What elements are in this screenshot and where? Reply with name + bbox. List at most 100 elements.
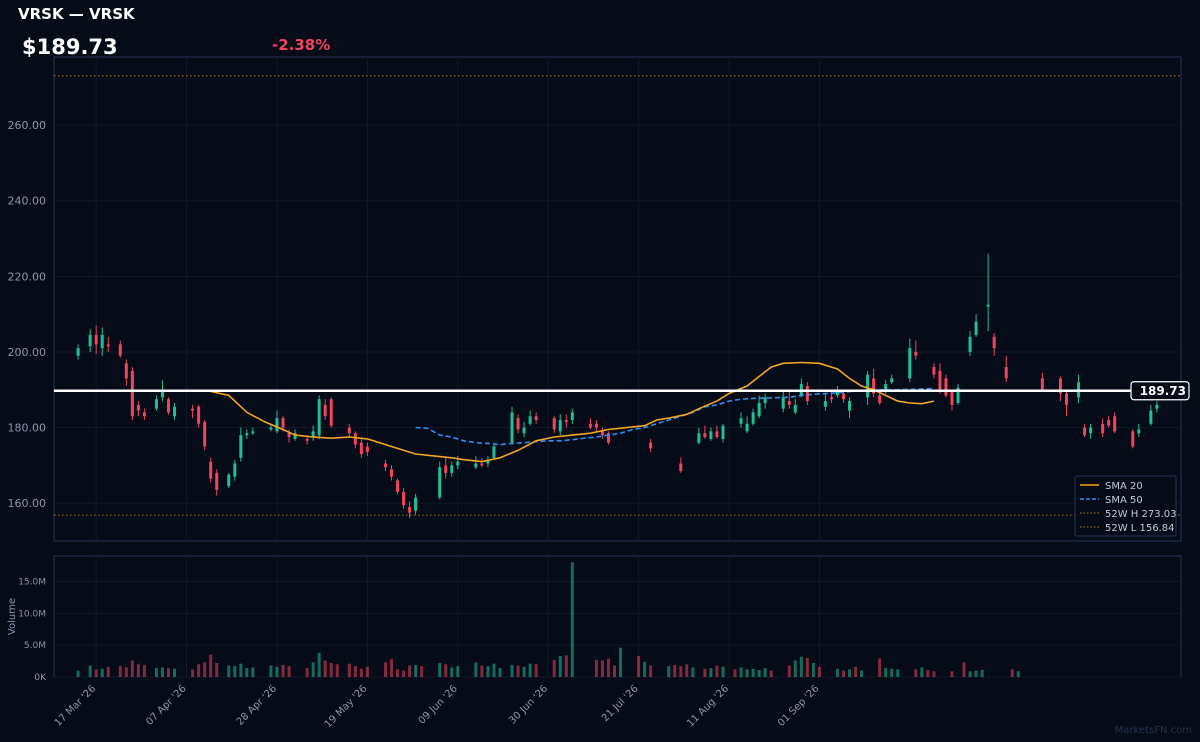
watermark: MarketsFN.com — [1114, 725, 1192, 736]
candle-body — [890, 378, 894, 383]
candle — [474, 455, 478, 470]
candle — [197, 404, 201, 428]
candle — [510, 406, 514, 445]
volume-bar — [606, 658, 610, 677]
volume-y-tick-label: 5.0M — [24, 641, 46, 651]
candle-body — [1155, 404, 1159, 409]
candle — [956, 384, 960, 405]
candle — [444, 457, 448, 479]
candle-body — [227, 474, 231, 487]
candle-body — [154, 399, 158, 409]
volume-bar — [76, 670, 80, 677]
candle — [600, 427, 604, 439]
candle-body — [197, 406, 201, 424]
candle — [1004, 355, 1008, 383]
candle — [1155, 401, 1159, 413]
volume-bar — [739, 667, 743, 677]
candle — [709, 427, 713, 441]
candle — [570, 408, 574, 424]
volume-bar — [890, 668, 894, 677]
candle-body — [450, 465, 454, 473]
candle-body — [938, 370, 942, 390]
volume-bar — [769, 670, 773, 677]
volume-bar — [817, 666, 821, 677]
candle — [492, 442, 496, 460]
volume-bar — [1010, 669, 1014, 677]
candle-body — [552, 418, 556, 430]
volume-bar — [968, 671, 972, 677]
candle — [154, 395, 158, 411]
candle-body — [191, 408, 195, 411]
candle — [396, 478, 400, 494]
candle-body — [805, 385, 809, 402]
volume-bar — [516, 665, 520, 677]
volume-bar — [721, 666, 725, 677]
volume-bar — [329, 662, 333, 677]
volume-y-tick-label: 0K — [34, 673, 47, 683]
candle — [890, 374, 894, 385]
volume-bar — [383, 662, 387, 677]
candle-body — [558, 420, 562, 432]
candle — [311, 425, 315, 441]
volume-bar — [854, 666, 858, 677]
candle — [944, 374, 948, 398]
volume-bar — [974, 670, 978, 677]
candle-body — [781, 397, 785, 409]
candle-body — [944, 378, 948, 396]
volume-bar — [130, 660, 134, 677]
candle — [516, 414, 520, 434]
volume-bar — [269, 665, 273, 677]
candle-body — [329, 399, 333, 426]
volume-bar — [884, 668, 888, 677]
volume-bar — [305, 668, 309, 677]
volume-bar — [287, 666, 291, 677]
candle-body — [606, 433, 610, 443]
volume-bar — [173, 668, 177, 677]
candle — [1101, 418, 1105, 438]
volume-y-tick-label: 15.0M — [18, 577, 46, 587]
candle — [679, 457, 683, 473]
candle-body — [878, 395, 882, 403]
candle — [908, 338, 912, 383]
candle — [408, 501, 412, 519]
volume-bar — [106, 666, 110, 677]
candle-body — [444, 465, 448, 473]
volume-bar — [118, 666, 122, 677]
candle — [100, 327, 104, 356]
last-price-tag — [1130, 381, 1190, 401]
candle-body — [305, 438, 309, 441]
candle — [823, 393, 827, 411]
volume-bar — [154, 668, 158, 677]
candle — [239, 427, 243, 462]
candle — [787, 391, 791, 409]
price-panel-frame — [53, 56, 1182, 542]
candle-body — [884, 384, 888, 390]
candle-body — [932, 367, 936, 375]
volume-bar — [281, 664, 285, 677]
candle — [715, 425, 719, 439]
volume-bar — [100, 668, 104, 677]
volume-bar — [94, 669, 98, 677]
candle — [781, 389, 785, 413]
volume-bar — [926, 669, 930, 677]
candle-body — [848, 401, 852, 411]
volume-bar — [763, 668, 767, 677]
volume-bar — [745, 669, 749, 677]
volume-bar — [733, 669, 737, 677]
candle — [450, 461, 454, 477]
candle — [757, 395, 761, 419]
candle — [558, 414, 562, 436]
volume-bar — [486, 666, 490, 677]
candle-body — [1089, 427, 1093, 434]
candle-body — [173, 406, 177, 417]
legend-label: SMA 50 — [1105, 495, 1143, 506]
candle — [480, 457, 484, 468]
volume-bar — [691, 667, 695, 677]
candle-body — [679, 463, 683, 472]
candle-body — [287, 433, 291, 438]
volume-bar — [564, 655, 568, 677]
y-tick-label: 160.00 — [8, 497, 47, 510]
candle-body — [480, 463, 484, 466]
volume-bar — [932, 671, 936, 677]
volume-bar — [980, 669, 984, 677]
